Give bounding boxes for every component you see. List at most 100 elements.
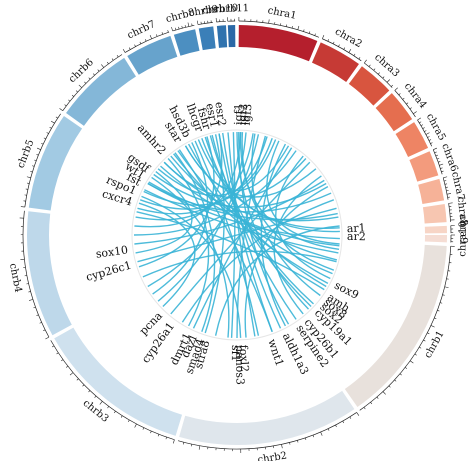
chromosome-chrb7 xyxy=(127,35,178,75)
link-55 xyxy=(230,132,236,338)
inner-ring xyxy=(131,129,343,341)
link-38 xyxy=(138,136,215,268)
tick-chrb1 xyxy=(419,346,422,349)
link-7 xyxy=(236,135,267,339)
tick-chrb3 xyxy=(113,410,116,414)
link-60 xyxy=(174,152,216,333)
tick-chrb9 xyxy=(196,20,199,25)
tick-chra6 xyxy=(433,147,438,150)
tick-chrb8 xyxy=(181,25,183,29)
gene-label-sf1: sf1 xyxy=(229,345,242,362)
chromosome-chra8 xyxy=(422,203,447,224)
chromosome-chra10 xyxy=(424,235,447,243)
tick-chra3 xyxy=(386,79,391,83)
tick-chrb2 xyxy=(198,445,201,450)
tick-chrb1 xyxy=(439,302,443,304)
link-6 xyxy=(147,134,260,288)
tick-chrb1 xyxy=(427,332,430,335)
axis-chra2 xyxy=(322,38,362,62)
link-35 xyxy=(204,134,225,334)
link-61 xyxy=(152,142,209,295)
tick-chra1 xyxy=(268,19,270,24)
tick-chra6 xyxy=(434,151,437,154)
gene-label-esr2: esr2 xyxy=(212,101,228,127)
tick-chrb5 xyxy=(55,116,58,119)
tick-chra3 xyxy=(390,84,393,87)
tick-chrb2 xyxy=(182,442,185,445)
tick-chrb1 xyxy=(423,339,426,342)
tick-chra1 xyxy=(291,25,293,29)
link-58 xyxy=(153,173,327,208)
link-56 xyxy=(184,145,290,192)
tick-chrb3 xyxy=(120,415,123,418)
tick-chrb6 xyxy=(106,61,109,65)
link-53 xyxy=(218,133,273,333)
tick-chrb3 xyxy=(69,372,74,376)
tick-chrb3 xyxy=(94,395,97,398)
tick-chra6 xyxy=(435,154,438,157)
gene-label-cyp26c1: cyp26c1 xyxy=(85,259,133,284)
tick-chra2 xyxy=(343,47,346,50)
tick-chra6 xyxy=(441,170,444,173)
ideogram-layer xyxy=(26,25,447,445)
tick-chrb4 xyxy=(45,336,50,340)
chromosome-chrb1 xyxy=(344,244,447,408)
link-45 xyxy=(147,182,340,240)
tick-chra5 xyxy=(427,136,430,138)
link-47 xyxy=(170,155,338,261)
tick-chra4 xyxy=(402,97,405,100)
chromosome-chrb6 xyxy=(66,57,136,126)
gene-label-nanos3: nanos3 xyxy=(233,345,247,385)
tick-chrb5 xyxy=(30,171,33,173)
tick-chrb5 xyxy=(50,120,55,124)
tick-chra7 xyxy=(447,193,452,195)
link-44 xyxy=(143,139,277,206)
tick-chrb3 xyxy=(157,434,160,437)
tick-chrb4 xyxy=(43,329,46,332)
tick-chra1 xyxy=(285,24,288,27)
links-layer xyxy=(133,131,340,339)
link-50 xyxy=(197,139,340,230)
tick-chrb2 xyxy=(335,424,337,428)
tick-chra3 xyxy=(382,76,385,79)
tick-chra1 xyxy=(297,25,300,30)
tick-chrb5 xyxy=(20,206,25,208)
link-17 xyxy=(134,179,325,245)
tick-chrb6 xyxy=(64,104,67,107)
chromosome-chra1 xyxy=(238,25,318,62)
gene-label-sox10: sox10 xyxy=(95,243,129,260)
tick-chra6 xyxy=(436,157,440,160)
tick-chrb7 xyxy=(128,47,131,50)
tick-chrb7 xyxy=(122,48,126,53)
tick-chrb1 xyxy=(430,325,435,328)
tick-chra5 xyxy=(422,127,425,129)
tick-chrb1 xyxy=(376,396,379,399)
chromosome-label-chra4: chra4 xyxy=(402,81,429,111)
tick-chrb1 xyxy=(444,286,449,289)
tick-chra6 xyxy=(439,163,444,166)
chromosome-chra6 xyxy=(409,151,439,182)
tick-chrb3 xyxy=(51,345,55,348)
tick-chrb4 xyxy=(39,322,42,324)
tick-chrb2 xyxy=(304,437,307,441)
tick-chrb1 xyxy=(409,360,414,364)
tick-chrb6 xyxy=(71,94,74,97)
chromosome-label-chrb2: chrb2 xyxy=(257,450,288,461)
tick-chra5 xyxy=(417,117,422,121)
tick-chra3 xyxy=(364,59,367,64)
tick-chrb7 xyxy=(139,41,142,44)
tick-chra2 xyxy=(358,57,361,60)
gene-label-igf3: igf3 xyxy=(240,103,255,126)
chromosome-label-chrb10: chrb10 xyxy=(202,3,239,17)
chromosome-chra2 xyxy=(311,42,359,82)
chromosome-label-chra8: chra8 xyxy=(455,196,469,226)
tick-chrb8 xyxy=(171,26,173,31)
tick-chrb5 xyxy=(41,143,44,145)
tick-chra3 xyxy=(368,64,371,67)
gene-label-fshr: fshr xyxy=(195,106,214,132)
chromosome-label-chrb9: chrb9 xyxy=(188,4,219,19)
tick-chra2 xyxy=(322,34,325,39)
tick-chrb5 xyxy=(46,132,49,134)
tick-chrb5 xyxy=(34,159,37,162)
